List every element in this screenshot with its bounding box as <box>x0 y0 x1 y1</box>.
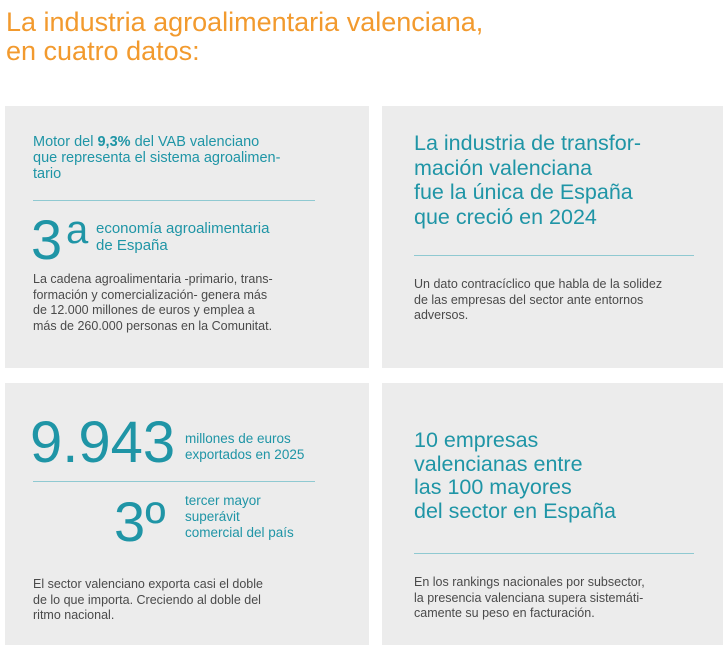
body-text: Un dato contracíclico que habla de la so… <box>414 277 662 324</box>
divider <box>33 481 315 482</box>
headline-line: fue la única de España <box>414 180 633 204</box>
figure-number: 9.943 <box>30 410 176 475</box>
card <box>5 106 369 368</box>
intro-line: tario <box>33 166 62 182</box>
card <box>382 106 723 368</box>
title: La industria agroalimentaria valenciana,… <box>6 8 483 66</box>
label-line: tercer mayor <box>185 493 261 508</box>
label-line: millones de euros <box>185 431 291 446</box>
label-line: exportados en 2025 <box>185 447 305 462</box>
body-text: El sector valenciano exporta casi el dob… <box>33 577 263 624</box>
title-line: La industria agroalimentaria valenciana, <box>6 7 484 37</box>
highlight: 9,3% <box>97 134 131 150</box>
label-line: superávit <box>185 509 240 524</box>
rank-label: tercer mayor superávit comercial del paí… <box>185 493 294 541</box>
body-text: En los rankings nacionales por subsector… <box>414 575 645 622</box>
divider <box>33 200 315 201</box>
headline-line: 10 empresas <box>414 428 539 452</box>
rank-number: 3º <box>114 490 166 553</box>
intro: Motor del 9,3% del VAB valenciano que re… <box>33 134 353 182</box>
divider <box>414 553 694 554</box>
intro-line: Motor del 9,3% del VAB valenciano <box>33 134 353 150</box>
intro-text: del VAB valenciano <box>134 134 260 150</box>
rank-number: 3 <box>31 208 63 271</box>
card <box>382 383 723 645</box>
divider <box>414 255 694 256</box>
body-line: Un dato contracíclico que habla de la so… <box>414 277 663 291</box>
label-line: economía agroalimentaria <box>96 220 270 237</box>
body-line: camente su peso en facturación. <box>414 606 595 620</box>
headline-line: que creció en 2024 <box>414 204 597 229</box>
body-line: El sector valenciano exporta casi el dob… <box>33 577 263 591</box>
headline: 10 empresas valencianas entre las 100 ma… <box>414 428 616 523</box>
body-line: formación y comercialización- genera más <box>33 287 268 302</box>
rank-label: economía agroalimentaria de España <box>96 220 269 254</box>
headline-line: las 100 mayores <box>414 475 572 499</box>
card <box>5 383 369 645</box>
body-line: de 12.000 millones de euros y emplea a <box>33 303 255 317</box>
intro-line: que representa el sistema agroalimen- <box>33 150 281 166</box>
body-line: la presencia valenciana supera sistemáti… <box>414 590 644 605</box>
headline-line: valencianas entre <box>414 451 583 476</box>
headline-line: del sector en España <box>414 498 616 523</box>
label-line: de España <box>96 237 168 254</box>
body-line: En los rankings nacionales por subsector… <box>414 575 645 589</box>
label-line: comercial del país <box>185 525 294 540</box>
body-line: La cadena agroalimentaria -primario, tra… <box>33 272 273 286</box>
title-line: en cuatro datos: <box>6 36 200 66</box>
intro-text: Motor del <box>33 134 94 150</box>
headline-line: mación valenciana <box>414 155 593 180</box>
body-text: La cadena agroalimentaria -primario, tra… <box>33 272 273 334</box>
headline: La industria de transfor- mación valenci… <box>414 131 641 229</box>
body-line: ritmo nacional. <box>33 608 115 622</box>
body-line: adversos. <box>414 308 469 322</box>
rank-suffix: a <box>66 208 89 252</box>
body-line: de lo que importa. Creciendo al doble de… <box>33 592 261 607</box>
headline-line: La industria de transfor- <box>414 131 642 155</box>
figure-label: millones de euros exportados en 2025 <box>185 431 304 463</box>
body-line: de las empresas del sector ante entornos <box>414 292 644 307</box>
body-line: más de 260.000 personas en la Comunitat. <box>33 318 273 333</box>
